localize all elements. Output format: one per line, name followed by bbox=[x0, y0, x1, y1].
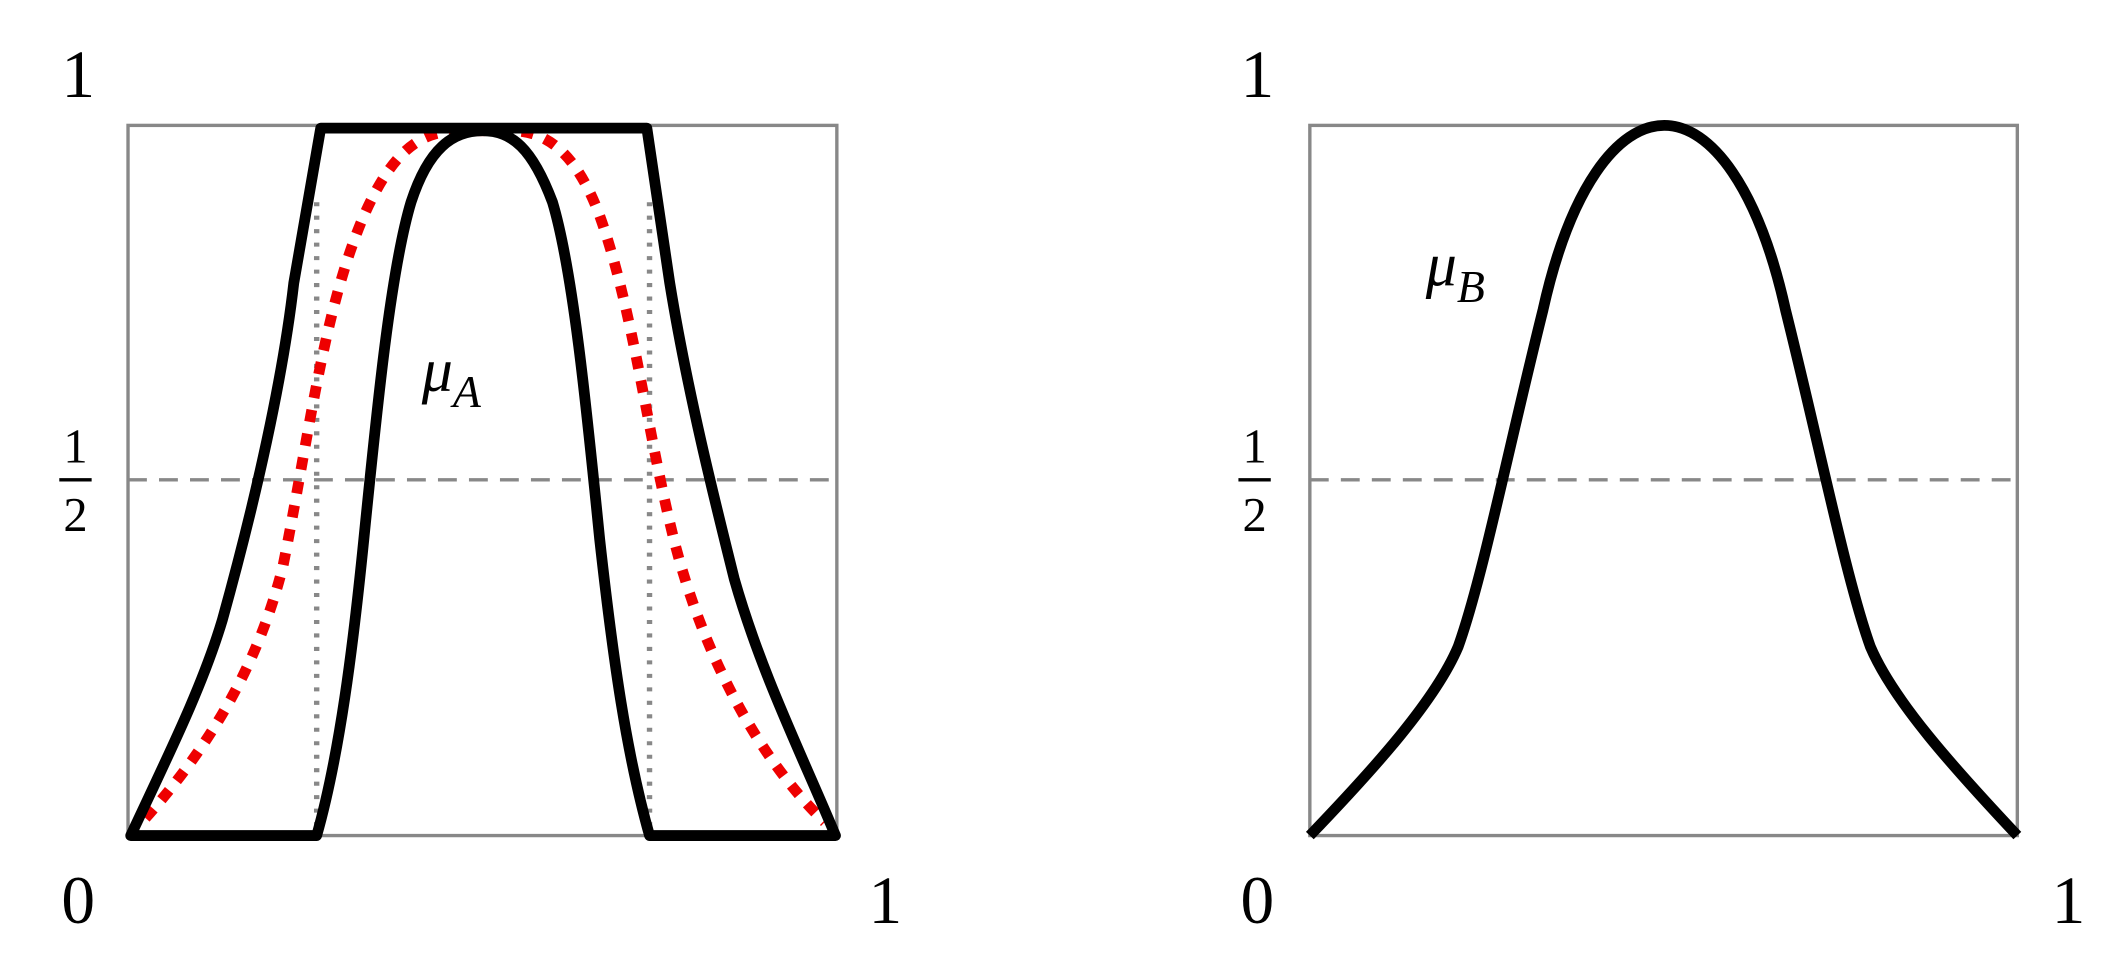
y-top-label: 1 bbox=[61, 37, 95, 112]
dotted-curve bbox=[141, 125, 829, 826]
half-denominator: 2 bbox=[1242, 489, 1266, 542]
mu-subscript: A bbox=[450, 366, 482, 417]
x-start-label: 0 bbox=[1240, 863, 1274, 938]
band-curve bbox=[125, 122, 841, 841]
y-top-label: 1 bbox=[1240, 37, 1274, 112]
right-panel: 1 1 2 0 1 μB bbox=[1238, 37, 2085, 938]
x-start-label: 0 bbox=[61, 863, 95, 938]
mu-symbol: μ bbox=[1425, 232, 1457, 300]
mu-symbol: μ bbox=[421, 337, 453, 405]
x-end-label: 1 bbox=[2052, 863, 2086, 938]
curve-label: μA bbox=[421, 337, 482, 417]
mu-subscript: B bbox=[1457, 261, 1485, 312]
x-end-label: 1 bbox=[869, 863, 903, 938]
curve-label: μB bbox=[1425, 232, 1485, 312]
left-panel: 1 1 2 0 1 μA bbox=[59, 37, 902, 938]
half-numerator: 1 bbox=[1242, 420, 1266, 473]
half-denominator: 2 bbox=[63, 489, 87, 542]
bell-curve bbox=[1305, 120, 2022, 840]
half-numerator: 1 bbox=[63, 420, 87, 473]
